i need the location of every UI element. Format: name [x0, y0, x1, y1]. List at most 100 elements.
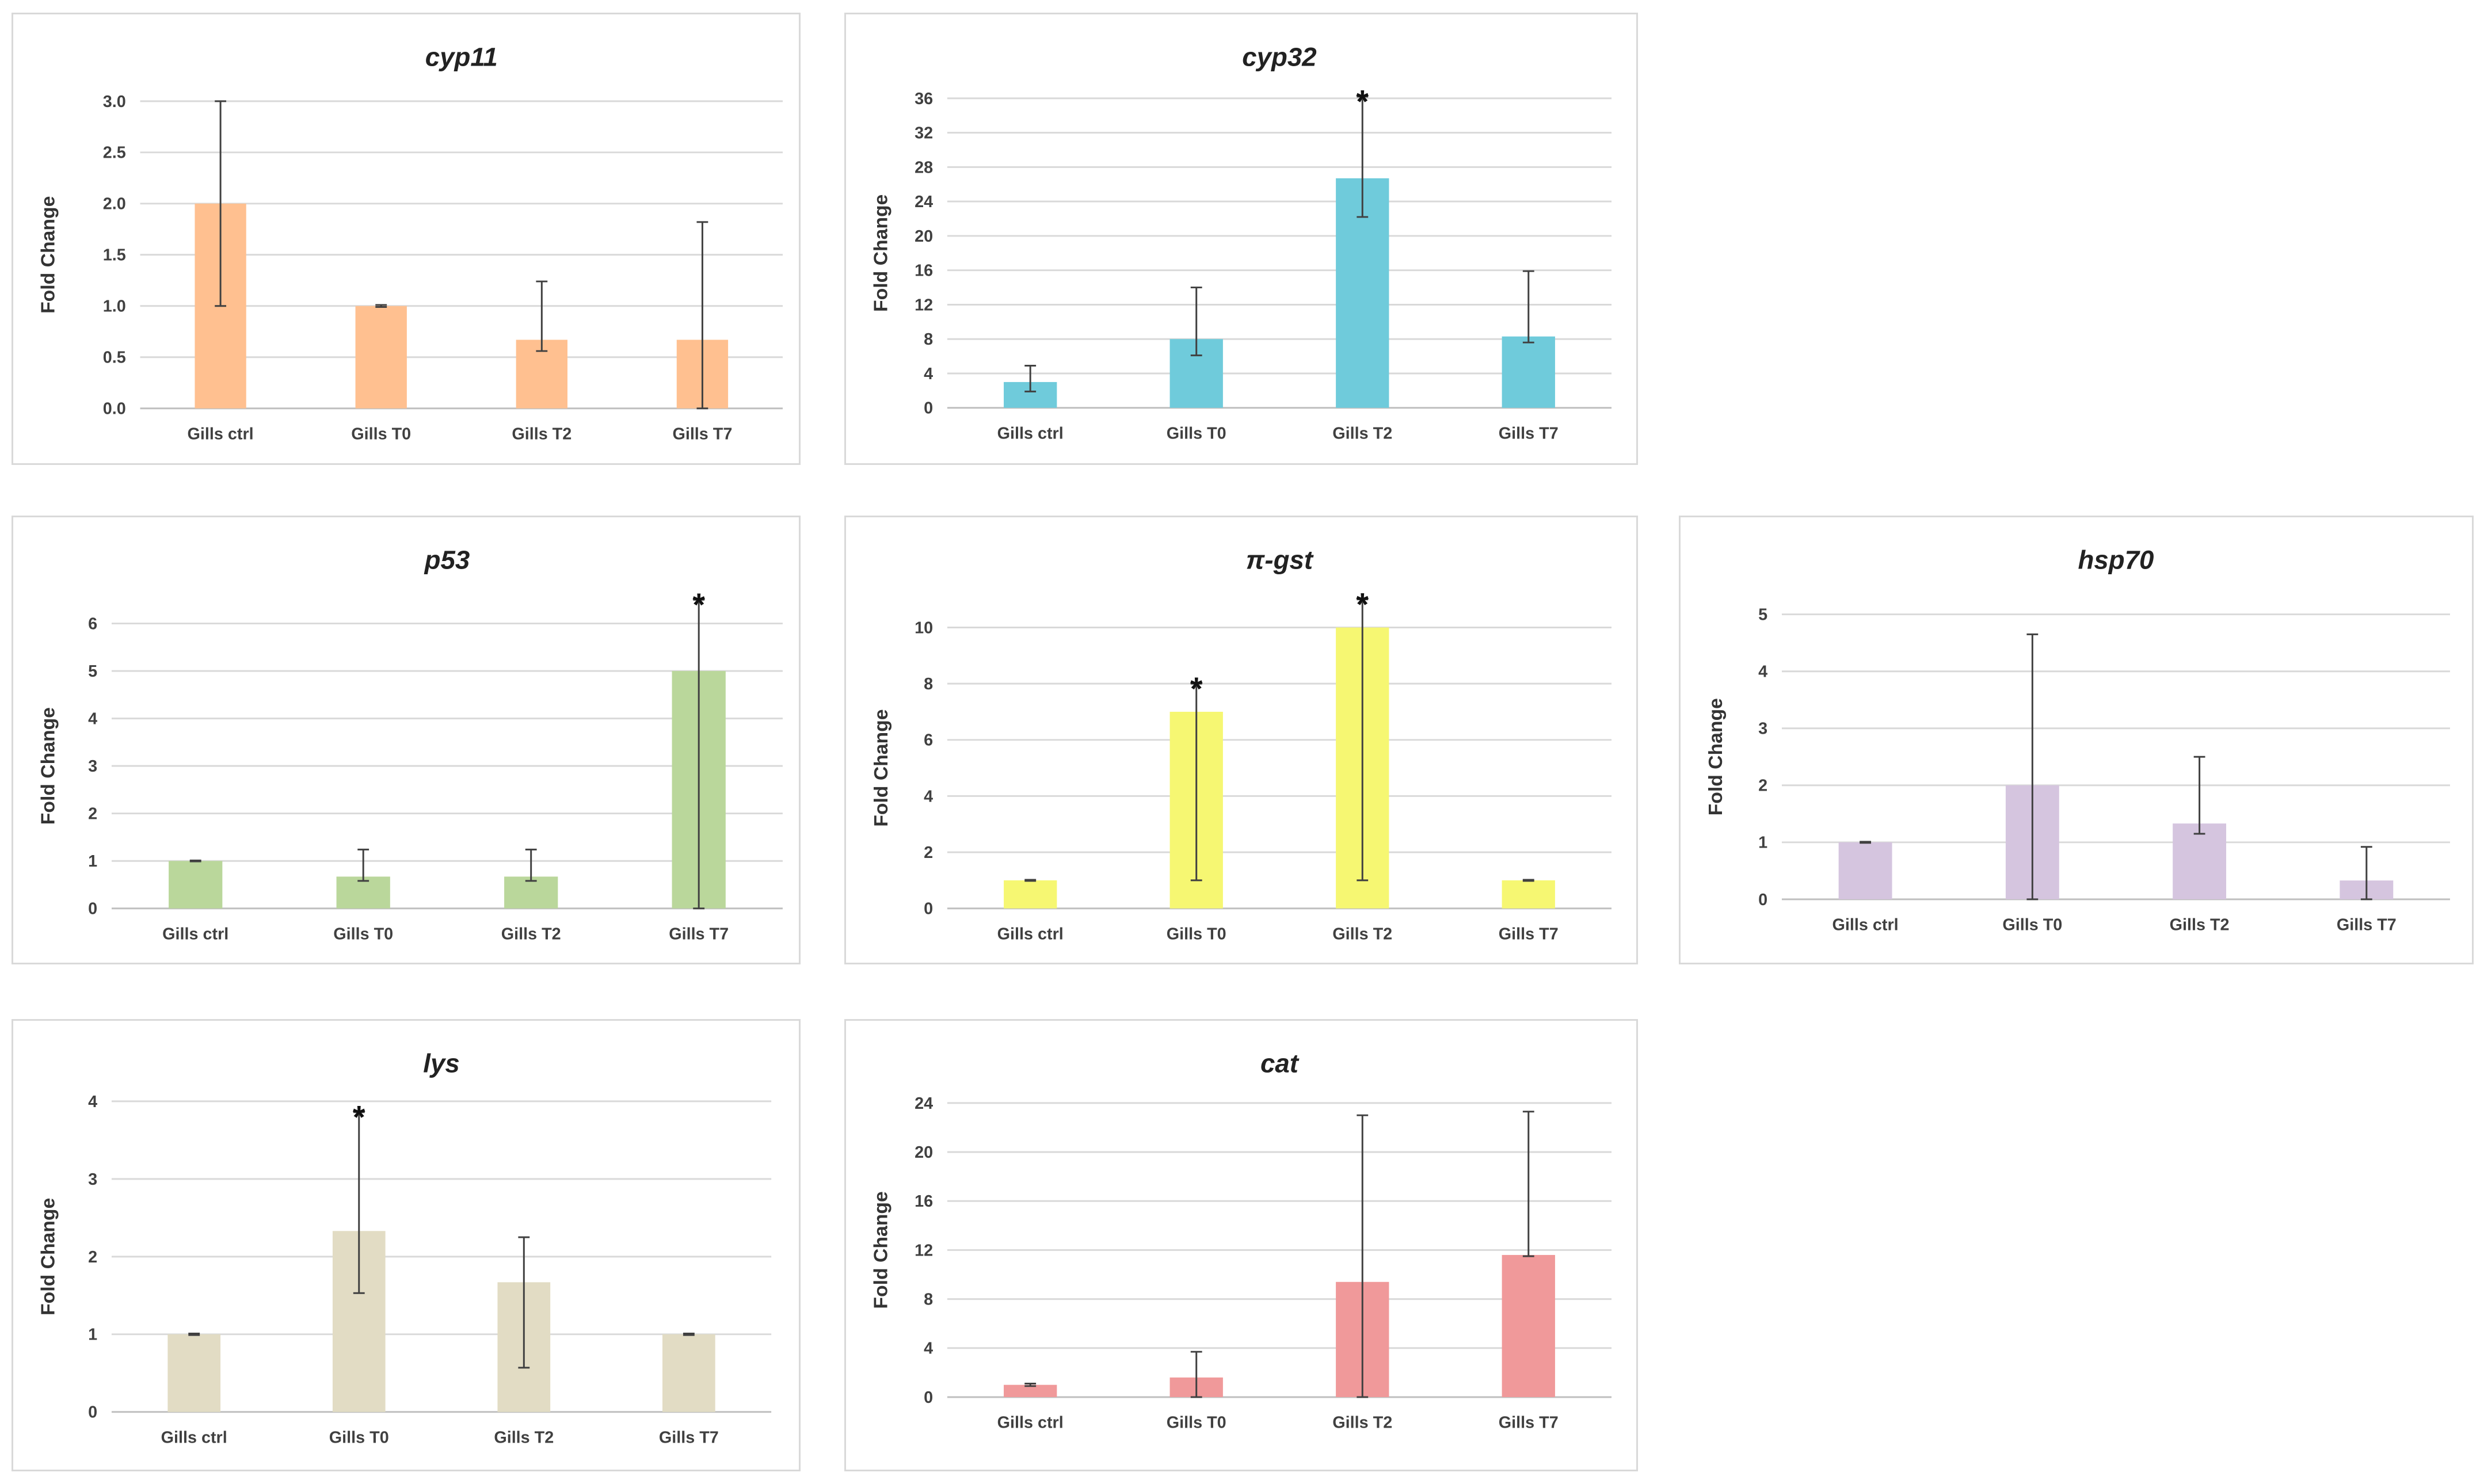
x-tick-label: Gills T2: [1332, 424, 1392, 442]
bar: [169, 861, 223, 909]
y-tick-label: 8: [924, 330, 933, 349]
bar: [1004, 880, 1057, 909]
x-tick-label: Gills ctrl: [997, 1414, 1064, 1432]
y-tick-label: 16: [915, 1192, 933, 1211]
x-tick-label: Gills T7: [2337, 915, 2397, 934]
bar: [1502, 336, 1555, 408]
bar: [355, 306, 407, 409]
x-tick-label: Gills T7: [669, 925, 729, 943]
x-tick-label: Gills T7: [1499, 1414, 1559, 1432]
chart-svg-hsp70: hsp70 Fold Change 0 1 2 3 4 5 Gills ctrl Gills T0…: [1705, 545, 2450, 934]
chart-svg-p53: p53 Fold Change 0 1 2 3 4 5 6 Gills ctrl Gills T0 G…: [37, 545, 783, 943]
chart-panel-lys: lys Fold Change 0 1 2 3 4 Gills ctrl Gills T0 * Gi…: [12, 1019, 801, 1471]
y-tick-label: 3: [88, 1170, 97, 1189]
chart-panel-cat: cat Fold Change 0 4 8 12 16 20 24 Gills ctrl Gills…: [844, 1019, 1638, 1471]
significance-asterisk: *: [1190, 671, 1203, 707]
chart-panel-p53: p53 Fold Change 0 1 2 3 4 5 6 Gills ctrl Gills T0 G…: [12, 516, 801, 964]
bar: [167, 1334, 221, 1412]
y-axis-label: Fold Change: [870, 709, 892, 827]
y-tick-label: 6: [924, 731, 933, 750]
chart-title: cat: [1260, 1048, 1300, 1078]
y-tick-label: 2: [1758, 777, 1767, 795]
significance-asterisk: *: [1356, 84, 1369, 120]
y-tick-label: 1: [88, 1326, 97, 1344]
y-tick-label: 1: [88, 852, 97, 871]
x-tick-label: Gills ctrl: [161, 1428, 227, 1447]
y-tick-label: 2: [88, 805, 97, 823]
x-tick-label: Gills T2: [512, 425, 572, 443]
x-tick-label: Gills ctrl: [997, 424, 1064, 442]
x-tick-label: Gills ctrl: [1832, 915, 1899, 934]
y-tick-label: 4: [924, 1340, 933, 1358]
y-tick-label: 0: [924, 900, 933, 918]
x-tick-label: Gills T2: [501, 925, 561, 943]
x-tick-label: Gills T0: [1167, 925, 1226, 943]
y-tick-label: 12: [915, 1241, 933, 1260]
y-tick-label: 32: [915, 124, 933, 143]
y-tick-label: 0: [88, 1403, 97, 1422]
chart-svg-pi-gst: π-gst Fold Change 0 2 4 6 8 10 Gills ctrl Gills T…: [870, 545, 1612, 943]
x-tick-label: Gills T0: [333, 925, 393, 943]
y-tick-label: 10: [915, 619, 933, 637]
bar: [1502, 1254, 1555, 1397]
y-tick-label: 5: [88, 662, 97, 681]
bar: [1004, 1384, 1057, 1397]
x-tick-label: Gills T2: [2170, 915, 2230, 934]
y-tick-label: 0: [924, 399, 933, 418]
x-tick-label: Gills T0: [329, 1428, 389, 1447]
chart-panel-cyp11: cyp11 Fold Change 0.0 0.5 1.0 1.5 2.0 2.5 3.0 Gil…: [12, 13, 801, 465]
y-tick-label: 0.5: [103, 349, 126, 367]
y-tick-label: 3.0: [103, 93, 126, 111]
chart-title: lys: [423, 1048, 459, 1078]
y-tick-label: 20: [915, 227, 933, 246]
x-tick-label: Gills T0: [1167, 424, 1226, 442]
x-tick-label: Gills T7: [659, 1428, 719, 1447]
y-tick-label: 0.0: [103, 400, 126, 418]
y-tick-label: 5: [1758, 606, 1767, 624]
y-tick-label: 6: [88, 615, 97, 633]
chart-panel-cyp32: cyp32 Fold Change 0 4 8 12 16 20 24 28 32 36 Gills c…: [844, 13, 1638, 465]
y-tick-label: 2: [88, 1248, 97, 1266]
bar: [504, 876, 558, 909]
x-tick-label: Gills T0: [351, 425, 411, 443]
y-tick-label: 36: [915, 90, 933, 108]
x-tick-label: Gills T2: [494, 1428, 554, 1447]
bar: [336, 876, 390, 909]
y-axis-label: Fold Change: [37, 707, 59, 825]
y-axis-label: Fold Change: [1705, 698, 1727, 815]
x-tick-label: Gills T7: [1499, 925, 1559, 943]
chart-svg-cat: cat Fold Change 0 4 8 12 16 20 24 Gills ctrl Gills…: [870, 1048, 1612, 1432]
significance-asterisk: *: [692, 587, 705, 623]
bar: [1502, 880, 1555, 909]
y-tick-label: 3: [88, 757, 97, 776]
x-tick-label: Gills T2: [1332, 1414, 1392, 1432]
y-tick-label: 12: [915, 296, 933, 314]
x-tick-label: Gills T2: [1332, 925, 1392, 943]
y-tick-label: 4: [924, 787, 933, 806]
y-tick-label: 1.0: [103, 297, 126, 316]
y-tick-label: 20: [915, 1143, 933, 1162]
y-tick-label: 24: [915, 1094, 933, 1113]
x-tick-label: Gills ctrl: [188, 425, 254, 443]
chart-svg-cyp11: cyp11 Fold Change 0.0 0.5 1.0 1.5 2.0 2.5 3.0 Gil…: [37, 42, 783, 443]
x-tick-label: Gills ctrl: [997, 925, 1064, 943]
chart-panel-pi-gst: π-gst Fold Change 0 2 4 6 8 10 Gills ctrl Gills T…: [844, 516, 1638, 964]
x-tick-label: Gills T7: [1499, 424, 1559, 442]
chart-svg-lys: lys Fold Change 0 1 2 3 4 Gills ctrl Gills T0 * Gi…: [37, 1048, 772, 1447]
y-tick-label: 4: [924, 365, 933, 383]
y-axis-label: Fold Change: [870, 194, 892, 312]
y-tick-label: 0: [88, 900, 97, 918]
chart-title: cyp11: [425, 42, 498, 71]
chart-title: cyp32: [1242, 42, 1316, 71]
y-tick-label: 16: [915, 262, 933, 280]
significance-asterisk: *: [353, 1100, 365, 1135]
bar: [2173, 823, 2227, 899]
y-axis-label: Fold Change: [37, 196, 59, 314]
y-axis-label: Fold Change: [37, 1198, 59, 1315]
chart-title: p53: [424, 545, 470, 574]
y-tick-label: 4: [1758, 663, 1767, 681]
y-tick-label: 24: [915, 193, 933, 211]
chart-panel-hsp70: hsp70 Fold Change 0 1 2 3 4 5 Gills ctrl Gills T0…: [1679, 516, 2474, 964]
y-tick-label: 4: [88, 710, 97, 728]
bar: [1838, 842, 1892, 899]
